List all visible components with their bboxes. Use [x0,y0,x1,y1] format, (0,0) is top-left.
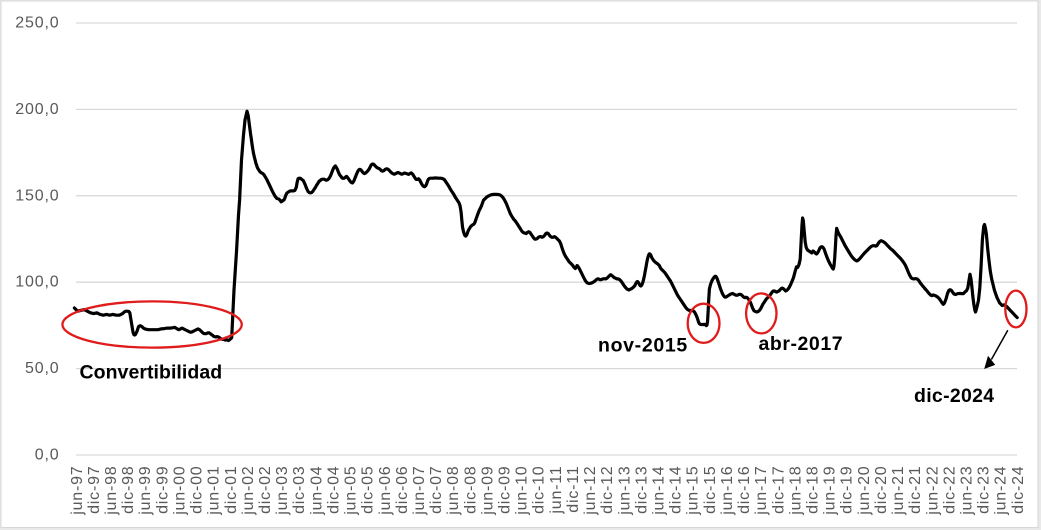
svg-text:nov-2015: nov-2015 [598,334,688,356]
svg-text:dic-98: dic-98 [120,466,137,514]
svg-text:jun-13: jun-13 [616,466,633,516]
svg-text:dic-99: dic-99 [154,466,171,514]
svg-text:dic-08: dic-08 [462,466,479,514]
svg-text:jun-14: jun-14 [650,466,667,516]
svg-text:dic-00: dic-00 [189,466,206,514]
svg-text:dic-17: dic-17 [770,466,787,514]
svg-text:dic-04: dic-04 [325,466,342,514]
svg-text:250,0: 250,0 [15,15,59,32]
svg-text:jun-15: jun-15 [685,466,702,516]
svg-text:50,0: 50,0 [25,360,60,377]
svg-text:abr-2017: abr-2017 [759,333,844,355]
svg-text:dic-12: dic-12 [599,466,616,514]
svg-text:jun-10: jun-10 [514,466,531,516]
svg-text:200,0: 200,0 [15,101,59,118]
svg-text:dic-07: dic-07 [428,466,445,514]
svg-text:dic-03: dic-03 [291,466,308,514]
svg-text:dic-09: dic-09 [496,466,513,514]
svg-text:jun-04: jun-04 [308,466,325,516]
svg-text:dic-10: dic-10 [531,466,548,514]
svg-text:jun-18: jun-18 [787,466,804,516]
svg-text:jun-16: jun-16 [719,466,736,516]
svg-text:dic-16: dic-16 [736,466,753,514]
svg-text:dic-13: dic-13 [633,466,650,514]
svg-text:dic-2024: dic-2024 [914,385,994,407]
svg-text:jun-21: jun-21 [890,466,907,516]
svg-text:jun-06: jun-06 [377,466,394,516]
svg-text:jun-20: jun-20 [856,466,873,516]
svg-text:jun-97: jun-97 [69,466,86,516]
svg-text:jun-23: jun-23 [958,466,975,516]
svg-text:jun-09: jun-09 [479,465,496,515]
svg-text:dic-18: dic-18 [804,466,821,514]
svg-text:jun-99: jun-99 [137,466,154,516]
svg-text:dic-11: dic-11 [565,466,582,513]
svg-text:dic-06: dic-06 [394,466,411,514]
svg-text:jun-12: jun-12 [582,466,599,516]
svg-text:jun-22: jun-22 [924,466,941,516]
svg-text:jun-01: jun-01 [206,466,223,516]
svg-text:dic-22: dic-22 [941,466,958,514]
svg-text:dic-01: dic-01 [223,466,240,514]
svg-text:dic-05: dic-05 [360,466,377,514]
svg-text:dic-97: dic-97 [86,466,103,514]
svg-text:dic-21: dic-21 [907,466,924,514]
svg-text:dic-23: dic-23 [976,466,993,514]
svg-text:dic-02: dic-02 [257,466,274,514]
svg-text:jun-24: jun-24 [993,466,1010,516]
svg-text:jun-05: jun-05 [342,466,359,516]
svg-text:150,0: 150,0 [15,187,59,204]
svg-text:jun-08: jun-08 [445,466,462,516]
svg-text:jun-98: jun-98 [103,466,120,516]
svg-text:jun-17: jun-17 [753,466,770,516]
svg-text:jun-03: jun-03 [274,466,291,516]
svg-text:dic-15: dic-15 [702,466,719,514]
svg-text:Convertibilidad: Convertibilidad [80,362,223,384]
svg-text:jun-11: jun-11 [548,466,565,515]
svg-text:jun-00: jun-00 [171,466,188,516]
svg-text:jun-19: jun-19 [822,466,839,516]
svg-text:dic-20: dic-20 [873,466,890,514]
svg-text:100,0: 100,0 [15,274,59,291]
svg-text:dic-19: dic-19 [839,466,856,514]
svg-text:jun-07: jun-07 [411,466,428,516]
svg-text:dic-24: dic-24 [1010,466,1027,514]
svg-text:0,0: 0,0 [35,447,60,464]
svg-text:jun-02: jun-02 [240,466,257,516]
svg-text:dic-14: dic-14 [668,466,685,514]
